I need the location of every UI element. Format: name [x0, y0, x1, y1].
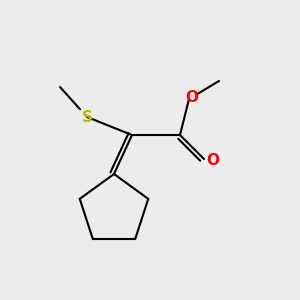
Text: O: O	[206, 153, 220, 168]
Text: S: S	[82, 110, 92, 124]
Text: O: O	[185, 90, 199, 105]
